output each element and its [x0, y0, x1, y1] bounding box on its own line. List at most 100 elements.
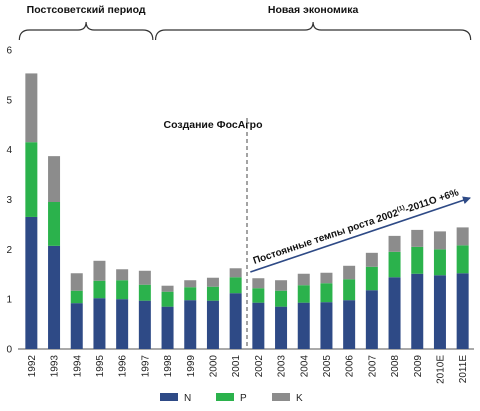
bar-k-1992 [25, 73, 38, 143]
bar-n-2006 [343, 300, 356, 349]
bar-p-2006 [343, 279, 356, 301]
y-tick-label: 1 [6, 295, 12, 306]
bar-p-2004 [297, 285, 310, 303]
trend-label-sup: (1) [396, 204, 406, 213]
bar-n-2004 [297, 302, 310, 349]
bar-n-1998 [161, 306, 174, 349]
bar-k-2006 [343, 265, 356, 280]
bar-k-2010e [433, 231, 446, 250]
bar-k-1993 [48, 156, 61, 202]
y-tick-label: 6 [6, 46, 12, 57]
period-brackets: Постсоветский период Новая экономика [18, 4, 472, 41]
bar-p-2008 [388, 251, 401, 278]
period-bracket [154, 21, 472, 41]
x-tick-label: 2006 [345, 355, 356, 378]
x-tick-label: 2003 [277, 355, 288, 378]
bar-p-2011e [456, 245, 469, 274]
y-tick-label: 5 [6, 95, 12, 106]
bar-p-1998 [161, 291, 174, 307]
bar-n-2007 [365, 290, 378, 349]
bar-n-2011e [456, 273, 469, 349]
bar-n-2000 [206, 300, 219, 349]
bar-n-1994 [70, 303, 83, 349]
bar-n-2008 [388, 277, 401, 349]
bar-n-2010e [433, 275, 446, 349]
trend-label: Постоянные темпы роста 2002(1)-2011О +6% [251, 186, 460, 266]
trend-arrow [250, 196, 471, 273]
x-tick-label: 1996 [118, 355, 129, 378]
y-tick-label: 2 [6, 245, 12, 256]
y-tick-label: 3 [6, 195, 12, 206]
x-tick-label: 2001 [231, 355, 242, 378]
bar-k-2011e [456, 227, 469, 246]
bar-n-2003 [275, 306, 288, 349]
legend-swatch-n [160, 393, 178, 401]
legend-swatch-p [216, 393, 234, 401]
x-tick-label: 1993 [50, 355, 61, 378]
bar-p-1997 [138, 284, 151, 301]
bar-k-1998 [161, 285, 174, 292]
y-tick-label: 0 [6, 345, 12, 356]
bar-k-2005 [320, 272, 333, 284]
x-tick-label: 2010E [435, 355, 446, 384]
bar-k-2008 [388, 235, 401, 252]
bar-p-2003 [275, 290, 288, 307]
legend-label-k: K [296, 393, 303, 404]
divider-label: Создание ФосАгро [164, 119, 263, 131]
bar-k-2000 [206, 277, 219, 287]
bar-n-2005 [320, 302, 333, 349]
bar-k-2004 [297, 273, 310, 286]
bar-n-2001 [229, 293, 242, 349]
bar-p-2000 [206, 286, 219, 301]
bar-k-1996 [116, 269, 129, 281]
trend-label-main: Постоянные темпы роста 2002 [252, 208, 400, 267]
bar-p-1994 [70, 290, 83, 304]
x-tick-label: 2008 [390, 355, 401, 378]
bar-p-1999 [184, 287, 197, 301]
legend-swatch-k [272, 393, 290, 401]
bar-n-1996 [116, 299, 129, 349]
bar-n-2009 [411, 273, 424, 349]
x-tick-label: 1992 [27, 355, 38, 378]
bar-p-2007 [365, 266, 378, 291]
bar-k-1997 [138, 270, 151, 285]
bar-p-2010e [433, 249, 446, 276]
bar-n-1993 [48, 245, 61, 349]
x-tick-label: 2000 [208, 355, 219, 378]
x-tick-label: 2005 [322, 355, 333, 378]
bar-n-1999 [184, 300, 197, 349]
bar-k-2001 [229, 268, 242, 278]
bar-p-1992 [25, 142, 38, 217]
bar-p-2009 [411, 246, 424, 274]
x-tick-label: 1998 [163, 355, 174, 378]
x-tick-label: 1994 [72, 355, 83, 378]
x-tick-label: 2002 [254, 355, 265, 378]
bar-k-2007 [365, 252, 378, 267]
legend-label-p: P [240, 393, 247, 404]
bar-p-2001 [229, 277, 242, 294]
period-bracket [18, 21, 154, 41]
x-tick-label: 2011E [458, 355, 469, 384]
bar-k-2003 [275, 280, 288, 291]
x-tick-label: 1995 [95, 355, 106, 378]
y-tick-label: 4 [6, 145, 12, 156]
x-tick-label: 1999 [186, 355, 197, 378]
x-tick-label: 2004 [299, 355, 310, 378]
x-tick-label: 2007 [367, 355, 378, 378]
legend-label-n: N [184, 393, 191, 404]
bar-p-1993 [48, 201, 61, 246]
period-label: Новая экономика [268, 4, 359, 16]
x-tick-label: 1997 [140, 355, 151, 378]
bar-k-1995 [93, 260, 106, 281]
bar-p-2002 [252, 288, 265, 303]
bars [25, 73, 469, 349]
bar-k-1994 [70, 273, 83, 291]
bar-p-1996 [116, 280, 129, 300]
bar-p-1995 [93, 280, 106, 299]
bar-k-1999 [184, 280, 197, 288]
bar-p-2005 [320, 283, 333, 303]
x-tick-label: 2009 [413, 355, 424, 378]
period-label: Постсоветский период [27, 4, 146, 16]
